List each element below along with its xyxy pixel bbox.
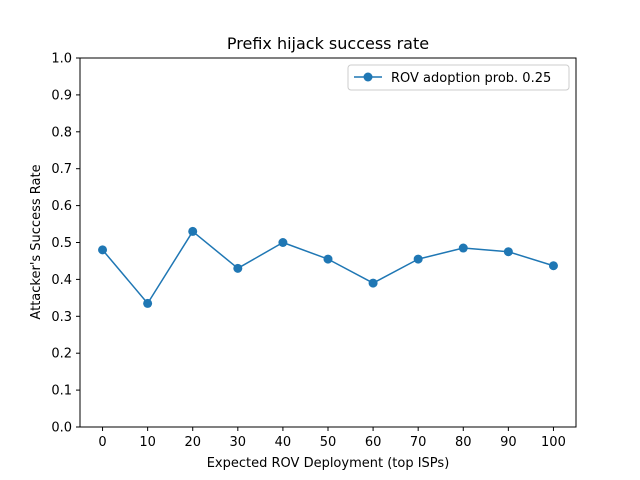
- y-tick-label: 0.3: [51, 310, 72, 325]
- y-tick-label: 0.7: [51, 162, 72, 177]
- data-point: [458, 243, 468, 253]
- x-tick-label: 100: [541, 435, 566, 450]
- data-point: [368, 278, 378, 288]
- data-point: [503, 247, 513, 257]
- x-tick-label: 30: [230, 435, 247, 450]
- data-point: [548, 261, 558, 271]
- y-tick-label: 0.8: [51, 125, 72, 140]
- x-tick-label: 60: [365, 435, 382, 450]
- x-tick-label: 40: [275, 435, 292, 450]
- data-point: [323, 254, 333, 264]
- data-point: [413, 254, 423, 264]
- legend: ROV adoption prob. 0.25: [347, 64, 570, 91]
- data-point: [188, 226, 198, 236]
- x-tick-label: 80: [455, 435, 472, 450]
- series-layer: [98, 226, 558, 308]
- y-tick-label: 0.4: [51, 273, 72, 288]
- y-tick-label: 0.2: [51, 347, 72, 362]
- data-point: [233, 263, 243, 273]
- legend-marker-swatch: [363, 72, 373, 82]
- data-point: [98, 245, 108, 255]
- x-tick-label: 0: [98, 435, 106, 450]
- chart-title: Prefix hijack success rate: [227, 34, 429, 53]
- x-tick-label: 50: [320, 435, 337, 450]
- series-line: [101, 230, 554, 305]
- x-axis-label: Expected ROV Deployment (top ISPs): [207, 456, 450, 471]
- x-tick-label: 20: [184, 435, 201, 450]
- x-tick-label: 10: [139, 435, 156, 450]
- y-axis: 0.0 0.1 0.2 0.3 0.4 0.5 0.6 0.7 0.8 0.9 1.0: [51, 52, 80, 436]
- data-point: [143, 298, 153, 308]
- y-tick-label: 0.6: [51, 199, 72, 214]
- plot-area: [79, 57, 577, 428]
- y-axis-label: Attacker's Success Rate: [29, 164, 44, 319]
- data-point: [278, 238, 288, 247]
- y-tick-label: 0.9: [51, 88, 72, 103]
- plot-frame: [79, 57, 577, 428]
- legend-box: [347, 64, 570, 91]
- legend-entry-label: ROV adoption prob. 0.25: [391, 71, 551, 86]
- y-tick-label: 0.1: [51, 384, 72, 399]
- x-axis: 0 10 20 30 40 50 60 70 80 90 100: [98, 427, 566, 450]
- y-tick-label: 0.5: [51, 236, 72, 251]
- x-tick-label: 70: [410, 435, 427, 450]
- x-tick-label: 90: [500, 435, 517, 450]
- y-tick-label: 1.0: [51, 52, 72, 67]
- y-tick-label: 0.0: [51, 421, 72, 436]
